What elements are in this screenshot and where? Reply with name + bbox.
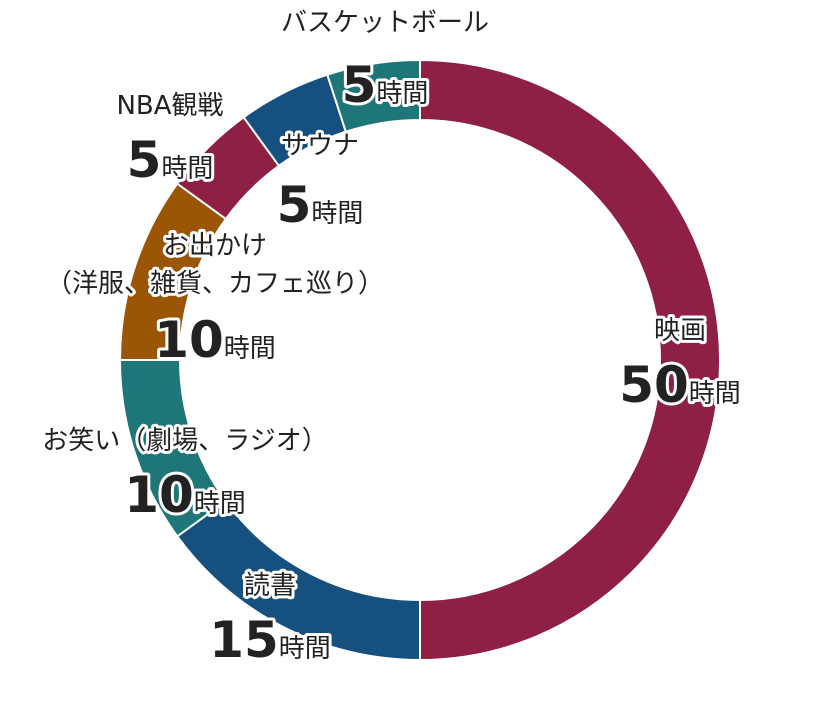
slice-label: （洋服、雑貨、カフェ巡り）	[46, 269, 384, 299]
slice-value-label: 5時間	[277, 176, 364, 234]
slice-label: 映画	[654, 316, 706, 346]
slice-value-label: 5時間	[127, 131, 214, 189]
slice-value-label: 5時間	[342, 56, 429, 114]
slice-label: サウナ	[281, 131, 359, 161]
slice-label: バスケットボール	[281, 8, 489, 38]
slice-label: お笑い（劇場、ラジオ）	[42, 426, 327, 456]
slice-label: NBA観戦	[116, 91, 223, 121]
slice-label: お出かけ	[163, 231, 267, 261]
slice-value-label: 15時間	[209, 611, 331, 669]
slice-value-label: 10時間	[154, 311, 276, 369]
slice-value-label: 10時間	[124, 466, 246, 524]
slice-value-label: 50時間	[619, 356, 741, 414]
slice-0[interactable]	[419, 58, 721, 662]
slice-label: 読書	[244, 571, 296, 601]
slice-6[interactable]	[326, 58, 421, 134]
